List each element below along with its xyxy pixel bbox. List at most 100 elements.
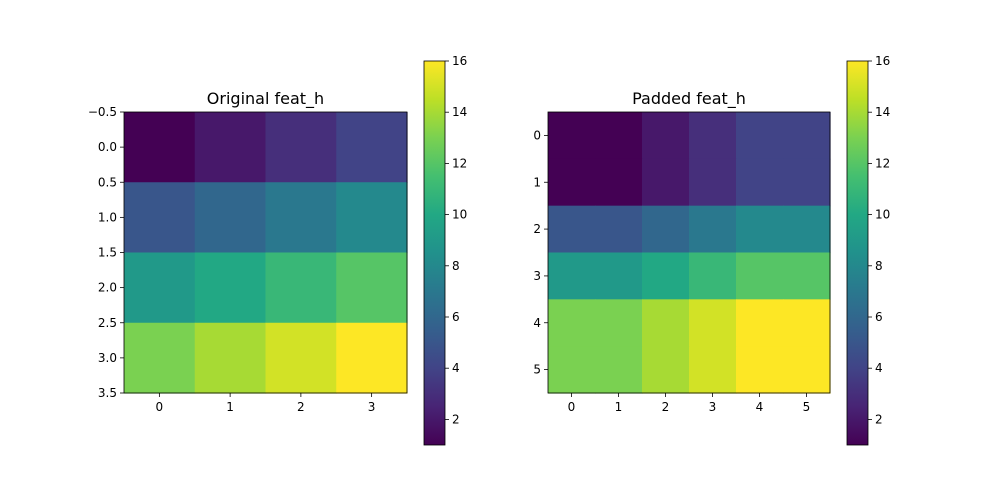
- heatmap-padded-x-axis: 0 1 2 3 4 5: [568, 393, 811, 414]
- y-tick-label: 0.0: [98, 140, 117, 154]
- y-tick-label: 4: [533, 316, 541, 330]
- heatmap-cell: [689, 158, 737, 207]
- heatmap-cell: [595, 252, 643, 300]
- heatmap-cell: [783, 205, 831, 254]
- heatmap-cell: [736, 346, 784, 394]
- colorbar-tick-label: 6: [875, 310, 883, 324]
- heatmap-original-title: Original feat_h: [207, 89, 324, 109]
- heatmap-cell: [783, 346, 831, 394]
- colorbar-tick-label: 2: [875, 412, 883, 426]
- colorbar-tick-label: 14: [875, 105, 890, 119]
- heatmap-cell: [595, 158, 643, 207]
- heatmap-cell: [689, 346, 737, 394]
- heatmap-cell: [336, 322, 408, 394]
- heatmap-padded-y-axis: 0 1 2 3 4 5: [533, 128, 548, 377]
- heatmap-original: Original feat_h 0 1 2 3 −0.5 0.0 0.5 1.0 1.5 2.0…: [88, 54, 467, 446]
- y-tick-label: −0.5: [88, 105, 117, 119]
- heatmap-cell: [642, 252, 690, 300]
- colorbar-tick-label: 6: [452, 310, 460, 324]
- heatmap-cell: [642, 205, 690, 254]
- heatmap-cell: [336, 252, 408, 324]
- heatmap-original-y-axis: −0.5 0.0 0.5 1.0 1.5 2.0 2.5 3.0 3.5: [88, 105, 124, 400]
- colorbar-padded: 2 4 6 8 10 12 14 16: [846, 54, 890, 446]
- heatmap-cell: [265, 182, 337, 254]
- x-tick-label: 2: [662, 400, 670, 414]
- colorbar-tick-label: 10: [452, 208, 467, 222]
- x-tick-label: 1: [226, 400, 234, 414]
- x-tick-label: 1: [615, 400, 623, 414]
- heatmap-cell: [783, 112, 831, 160]
- heatmap-cell: [124, 182, 196, 254]
- x-tick-label: 5: [803, 400, 811, 414]
- y-tick-label: 5: [533, 363, 541, 377]
- x-tick-label: 2: [297, 400, 305, 414]
- heatmap-cell: [548, 346, 596, 394]
- heatmap-cell: [783, 158, 831, 207]
- colorbar-tick-label: 4: [452, 361, 460, 375]
- heatmap-cell: [595, 205, 643, 254]
- heatmap-cell: [265, 322, 337, 394]
- heatmap-cell: [548, 205, 596, 254]
- x-tick-label: 3: [368, 400, 376, 414]
- y-tick-label: 2.5: [98, 316, 117, 330]
- x-tick-label: 4: [756, 400, 764, 414]
- heatmap-cell: [783, 299, 831, 347]
- heatmap-cell: [265, 252, 337, 324]
- x-tick-label: 3: [709, 400, 717, 414]
- heatmap-cell: [336, 182, 408, 254]
- heatmap-cell: [642, 158, 690, 207]
- x-tick-label: 0: [156, 400, 164, 414]
- y-tick-label: 0.5: [98, 175, 117, 189]
- heatmap-cell: [124, 112, 196, 183]
- heatmap-cell: [265, 112, 337, 183]
- heatmap-cell: [194, 112, 267, 183]
- y-tick-label: 2: [533, 222, 541, 236]
- colorbar-tick-label: 2: [452, 412, 460, 426]
- heatmap-padded-frame: [547, 111, 831, 394]
- y-tick-label: 3.0: [98, 351, 117, 365]
- y-tick-label: 3: [533, 269, 541, 283]
- heatmap-cell: [642, 112, 690, 160]
- colorbar-tick-label: 14: [452, 105, 467, 119]
- colorbar-original: 2 4 6 8 10 12 14 16: [423, 54, 467, 446]
- heatmap-cell: [548, 112, 596, 160]
- heatmap-cell: [595, 346, 643, 394]
- colorbar-tick-label: 8: [452, 259, 460, 273]
- heatmap-cell: [689, 112, 737, 160]
- y-tick-label: 2.0: [98, 281, 117, 295]
- heatmap-cell: [642, 346, 690, 394]
- colorbar-tick-label: 10: [875, 208, 890, 222]
- heatmap-cell: [548, 158, 596, 207]
- heatmap-cell: [194, 182, 267, 254]
- colorbar-tick-label: 12: [875, 156, 890, 170]
- heatmap-cell: [194, 322, 267, 394]
- y-tick-label: 1.5: [98, 246, 117, 260]
- colorbar-tick-label: 16: [452, 54, 467, 68]
- colorbar-gradient: [423, 60, 446, 446]
- y-tick-label: 1: [533, 175, 541, 189]
- y-tick-label: 3.5: [98, 386, 117, 400]
- heatmap-cell: [336, 112, 408, 183]
- heatmap-cell: [736, 205, 784, 254]
- colorbar-tick-label: 8: [875, 259, 883, 273]
- heatmap-cell: [548, 299, 596, 347]
- heatmap-cell: [194, 252, 267, 324]
- heatmap-original-x-axis: 0 1 2 3: [156, 393, 376, 414]
- colorbar-tick-label: 16: [875, 54, 890, 68]
- heatmap-cell: [689, 299, 737, 347]
- heatmap-cell: [642, 299, 690, 347]
- heatmap-cell: [736, 158, 784, 207]
- heatmap-cell: [689, 205, 737, 254]
- y-tick-label: 0: [533, 128, 541, 142]
- heatmap-cell: [548, 252, 596, 300]
- heatmap-cell: [595, 299, 643, 347]
- x-tick-label: 0: [568, 400, 576, 414]
- colorbar-tick-label: 4: [875, 361, 883, 375]
- heatmap-cell: [736, 112, 784, 160]
- heatmap-cell: [595, 112, 643, 160]
- y-tick-label: 1.0: [98, 210, 117, 224]
- colorbar-gradient: [846, 60, 869, 446]
- heatmap-cell: [124, 322, 196, 394]
